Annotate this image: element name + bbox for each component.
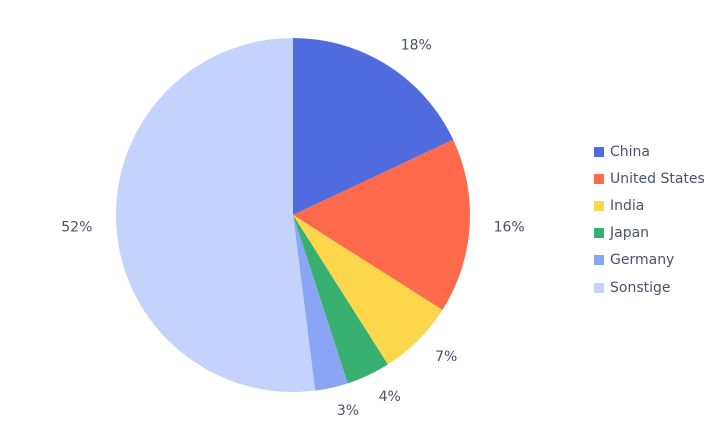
legend-swatch-germany (594, 255, 604, 266)
pie-slice-china (293, 38, 454, 215)
pie-slice-united-states (293, 139, 470, 310)
pie-label-germany: 3% (337, 403, 359, 419)
legend-item-japan: Japan (594, 220, 705, 247)
legend-item-sonstige: Sonstige (594, 274, 705, 301)
legend-swatch-japan (594, 228, 604, 239)
pie-slices (115, 37, 470, 392)
legend: China United States India Japan Germany … (594, 138, 705, 301)
pie-slice-japan (293, 215, 388, 384)
pie-slice-sonstige (115, 37, 316, 392)
pie-label-united-states: 16% (494, 220, 525, 236)
pie-label-japan: 4% (379, 389, 401, 405)
legend-swatch-india (594, 200, 604, 211)
legend-label-united-states: United States (610, 170, 705, 187)
legend-item-china: China (594, 138, 705, 165)
legend-swatch-united-states (594, 173, 604, 184)
legend-label-germany: Germany (610, 252, 675, 269)
legend-label-india: India (610, 197, 645, 214)
legend-item-germany: Germany (594, 247, 705, 274)
legend-item-india: India (594, 192, 705, 219)
legend-label-china: China (610, 143, 650, 160)
legend-swatch-china (594, 146, 604, 157)
legend-label-japan: Japan (610, 225, 650, 242)
pie-label-india: 7% (435, 349, 457, 365)
legend-swatch-sonstige (594, 282, 604, 293)
legend-label-sonstige: Sonstige (610, 279, 671, 296)
pie-label-china: 18% (401, 37, 432, 53)
legend-item-united-states: United States (594, 165, 705, 192)
pie-label-sonstige: 52% (61, 220, 92, 236)
pie-labels: 18% 16% 7% 4% 3% 52% (61, 37, 524, 419)
pie-slice-germany (293, 215, 348, 391)
pie-slice-india (293, 215, 443, 365)
